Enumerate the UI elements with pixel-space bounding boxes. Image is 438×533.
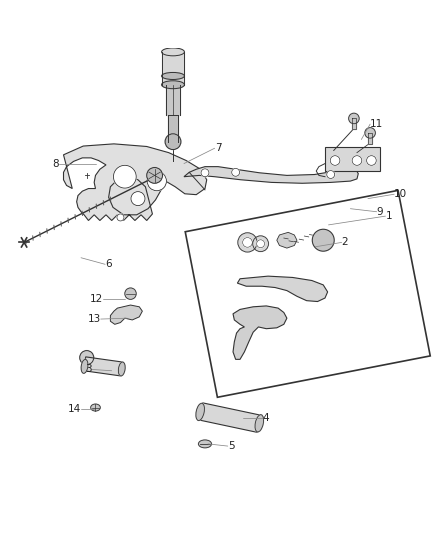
Circle shape	[243, 238, 252, 247]
Circle shape	[113, 165, 136, 188]
Text: 7: 7	[215, 143, 221, 154]
Polygon shape	[277, 232, 297, 248]
Circle shape	[349, 113, 359, 124]
Circle shape	[201, 169, 209, 177]
Text: 6: 6	[105, 260, 112, 269]
Polygon shape	[64, 144, 207, 221]
Text: 2: 2	[342, 237, 348, 247]
Circle shape	[312, 229, 334, 251]
Polygon shape	[325, 147, 380, 171]
Text: 4: 4	[263, 413, 269, 423]
Circle shape	[165, 134, 181, 150]
Text: 3: 3	[85, 365, 92, 374]
Text: 14: 14	[68, 404, 81, 414]
Polygon shape	[199, 403, 261, 432]
Circle shape	[257, 240, 265, 248]
Text: 11: 11	[370, 119, 383, 129]
Polygon shape	[237, 276, 328, 302]
Text: 8: 8	[53, 159, 59, 168]
Circle shape	[365, 128, 375, 138]
Circle shape	[125, 288, 136, 300]
Ellipse shape	[162, 81, 184, 88]
Ellipse shape	[81, 359, 88, 373]
Polygon shape	[162, 52, 184, 85]
Text: 1: 1	[385, 211, 392, 221]
Polygon shape	[168, 115, 178, 142]
Polygon shape	[233, 306, 287, 359]
Text: 5: 5	[228, 441, 234, 451]
Ellipse shape	[198, 440, 212, 448]
Text: 12: 12	[90, 294, 103, 304]
Circle shape	[367, 156, 376, 165]
Ellipse shape	[196, 403, 205, 421]
Circle shape	[352, 156, 362, 165]
Circle shape	[253, 236, 268, 252]
Circle shape	[80, 351, 94, 365]
Ellipse shape	[162, 72, 184, 79]
Circle shape	[330, 156, 340, 165]
Polygon shape	[84, 357, 122, 376]
Ellipse shape	[118, 362, 125, 376]
Ellipse shape	[91, 404, 100, 411]
Polygon shape	[368, 133, 372, 144]
Polygon shape	[166, 85, 180, 115]
Polygon shape	[352, 118, 356, 130]
Circle shape	[327, 171, 335, 179]
Circle shape	[147, 172, 166, 191]
Ellipse shape	[162, 48, 184, 56]
Polygon shape	[110, 305, 142, 324]
Circle shape	[147, 167, 162, 183]
Ellipse shape	[255, 415, 264, 432]
Circle shape	[238, 233, 257, 252]
Text: 13: 13	[88, 314, 101, 324]
Text: 10: 10	[394, 189, 407, 199]
Circle shape	[117, 214, 124, 221]
Polygon shape	[184, 167, 358, 183]
Circle shape	[232, 168, 240, 176]
Text: 9: 9	[377, 207, 383, 217]
Circle shape	[131, 191, 145, 206]
